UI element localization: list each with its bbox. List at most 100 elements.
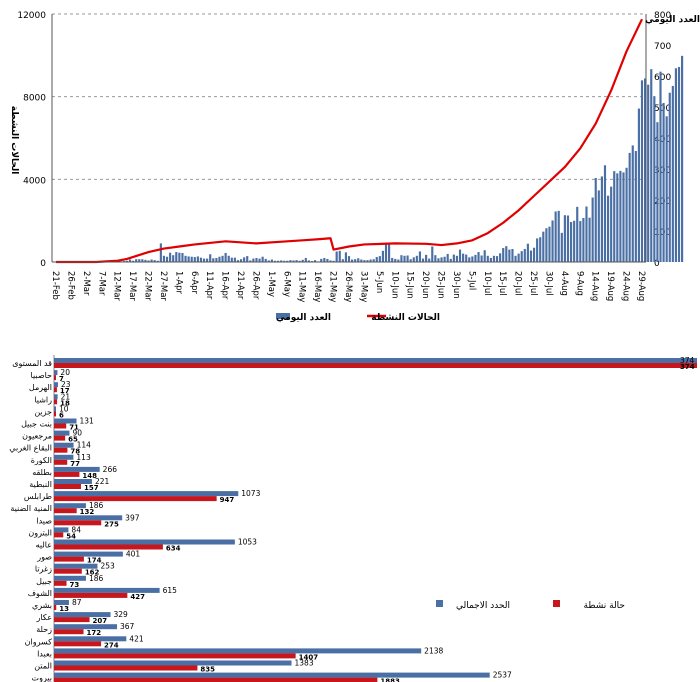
active-value-label: 174 bbox=[87, 557, 102, 565]
category-label: جزين bbox=[34, 407, 52, 416]
category-label: جبيل bbox=[36, 577, 52, 586]
daily-bar bbox=[199, 257, 203, 262]
daily-bar bbox=[425, 254, 428, 262]
active-bar bbox=[54, 665, 198, 671]
daily-bar bbox=[212, 258, 215, 262]
active-value-label: 77 bbox=[70, 460, 80, 468]
active-bar bbox=[54, 496, 217, 502]
daily-bar bbox=[576, 206, 579, 262]
total-value-label: 374 bbox=[680, 356, 695, 365]
axes bbox=[51, 14, 647, 263]
legend-swatch-active bbox=[553, 600, 560, 607]
daily-bar bbox=[169, 252, 172, 262]
daily-bar bbox=[483, 250, 486, 262]
daily-bar bbox=[344, 252, 347, 262]
y2-tick-label: 700 bbox=[654, 42, 671, 52]
x-tick-label: 5-Jul bbox=[466, 271, 476, 290]
x-tick-label: 30-Jun bbox=[451, 271, 461, 299]
daily-bar bbox=[289, 260, 292, 262]
legend-swatch-daily bbox=[276, 313, 290, 319]
daily-bar bbox=[292, 260, 295, 262]
daily-bar bbox=[280, 260, 283, 262]
category-label: بيروت bbox=[32, 674, 52, 682]
category-label: بطلقه bbox=[32, 468, 52, 477]
daily-bar bbox=[622, 172, 625, 262]
daily-bar bbox=[221, 255, 224, 262]
daily-bar bbox=[206, 258, 209, 262]
daily-bar bbox=[193, 257, 196, 262]
x-tick-label: 7-Mar bbox=[96, 271, 106, 296]
category-label: عاليه bbox=[36, 541, 52, 550]
daily-bar bbox=[529, 250, 533, 262]
daily-bar bbox=[209, 254, 212, 262]
daily-bar bbox=[375, 257, 378, 262]
active-bar bbox=[54, 459, 68, 465]
x-tick-label: 15-Jun bbox=[405, 271, 415, 299]
total-bar bbox=[54, 394, 58, 400]
legend: العدد اليومي الحالات النشطة bbox=[276, 313, 440, 323]
daily-bar bbox=[298, 260, 301, 262]
active-bar bbox=[54, 605, 57, 610]
active-value-label: 1883 bbox=[380, 678, 400, 682]
daily-bar bbox=[403, 255, 406, 262]
y-tick-label: 0 bbox=[40, 259, 46, 269]
category-label: النبطية bbox=[29, 480, 52, 489]
daily-bar bbox=[458, 249, 462, 262]
daily-bar bbox=[579, 221, 582, 262]
x-tick-label: 19-Aug bbox=[605, 271, 615, 301]
daily-bar bbox=[656, 122, 659, 262]
x-tick-label: 21-Apr bbox=[235, 271, 245, 300]
x-tick-label: 15-Jul bbox=[497, 271, 507, 296]
active-bar bbox=[54, 532, 64, 538]
total-bar bbox=[54, 636, 127, 642]
daily-bar bbox=[150, 259, 153, 262]
daily-bar bbox=[428, 258, 431, 262]
active-value-label: 71 bbox=[69, 424, 79, 432]
total-value-label: 266 bbox=[103, 465, 118, 474]
daily-bar bbox=[520, 251, 523, 262]
daily-bar bbox=[261, 256, 264, 262]
legend-swatch-total bbox=[436, 600, 443, 607]
category-label: راشيا bbox=[34, 395, 52, 404]
daily-bar bbox=[196, 256, 199, 262]
daily-bar bbox=[125, 260, 129, 262]
active-bar bbox=[54, 447, 68, 453]
daily-bar bbox=[434, 255, 437, 262]
active-bar bbox=[54, 471, 80, 477]
daily-bar bbox=[440, 257, 443, 262]
active-value-label: 835 bbox=[200, 666, 215, 674]
active-value-label: 275 bbox=[104, 520, 119, 528]
active-value-label: 274 bbox=[104, 641, 119, 649]
daily-bar bbox=[668, 92, 671, 263]
total-value-label: 2537 bbox=[493, 671, 512, 680]
total-value-label: 131 bbox=[79, 417, 94, 426]
daily-bar bbox=[138, 259, 141, 262]
daily-bar bbox=[545, 228, 548, 262]
daily-bar bbox=[270, 259, 273, 262]
x-tick-label: 17-Mar bbox=[127, 271, 137, 301]
daily-bar bbox=[477, 252, 480, 262]
daily-and-active-cases-chart: 040008000120000100200300400500600700800 … bbox=[9, 11, 700, 323]
active-value-label: 634 bbox=[166, 545, 181, 553]
daily-bar bbox=[394, 258, 397, 262]
x-tick-label: 11-Apr bbox=[204, 271, 214, 300]
daily-bar bbox=[551, 220, 554, 262]
active-value-label: 374 bbox=[680, 363, 695, 371]
daily-bar bbox=[489, 257, 492, 262]
total-bar bbox=[54, 442, 74, 448]
daily-bar bbox=[267, 260, 270, 262]
active-bar bbox=[54, 568, 82, 574]
daily-bar bbox=[554, 211, 557, 262]
active-value-label: 13 bbox=[59, 605, 69, 613]
daily-bar bbox=[335, 251, 338, 262]
axis-labels: 21-Feb 26-Feb 2-Mar 7-Mar 12-Mar 17-Mar 22-Mar… bbox=[9, 15, 700, 302]
x-tick-label: 25-Jul bbox=[528, 271, 538, 296]
daily-bar bbox=[650, 69, 653, 263]
daily-bar bbox=[523, 248, 526, 262]
total-bar bbox=[54, 430, 70, 436]
daily-bar bbox=[162, 255, 166, 262]
y2-tick-label: 0 bbox=[654, 259, 660, 269]
total-bar bbox=[54, 515, 123, 521]
daily-bar bbox=[391, 257, 394, 262]
